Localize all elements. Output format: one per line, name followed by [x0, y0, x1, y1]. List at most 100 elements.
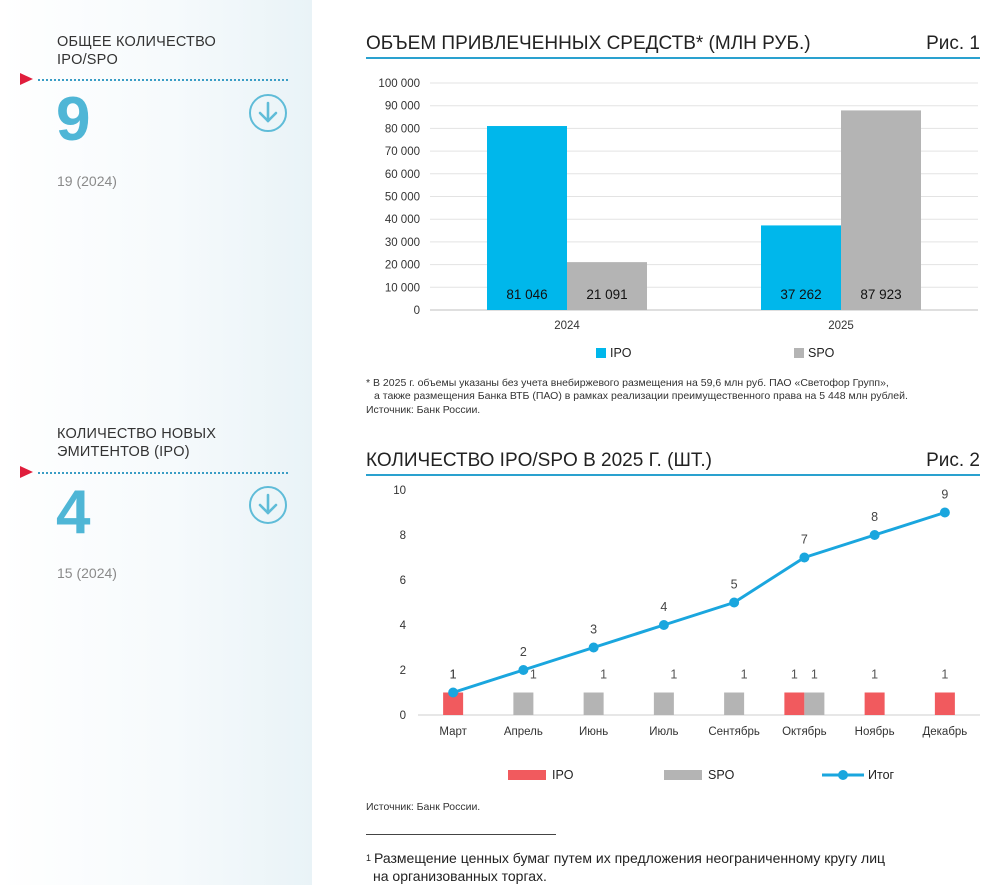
arrow-down-circle-icon [249, 94, 287, 132]
bar-ipo [487, 126, 567, 311]
legend-label: IPO [552, 768, 574, 782]
point-total [448, 687, 459, 698]
point-label: 3 [590, 623, 597, 637]
x-tick-label: Октябрь [782, 726, 827, 738]
kpi-title: ОБЩЕЕ КОЛИЧЕСТВО IPO/SPO [57, 34, 216, 68]
bar-data-label: 81 046 [506, 287, 547, 302]
sidebar: ОБЩЕЕ КОЛИЧЕСТВО IPO/SPO 9 19 (2024) КОЛ… [0, 0, 312, 885]
legend-label: SPO [708, 768, 735, 782]
bar-data-label: 37 262 [780, 287, 821, 302]
legend-swatch [794, 348, 804, 358]
bar-ipo [864, 692, 885, 715]
bar-data-label: 87 923 [860, 287, 901, 302]
y-tick-label: 0 [400, 710, 406, 722]
point-total [588, 642, 599, 653]
legend-swatch [508, 770, 546, 780]
bar-ipo [761, 225, 841, 310]
bar-data-label: 1 [941, 668, 948, 682]
bar-data-label: 21 091 [586, 287, 627, 302]
bar-spo [804, 692, 825, 715]
x-tick-label: 2024 [554, 320, 580, 332]
x-tick-label: 2025 [828, 320, 854, 332]
dotted-divider [38, 79, 288, 81]
point-total [518, 665, 529, 675]
y-tick-label: 70 000 [385, 146, 420, 158]
bar-data-label: 1 [530, 668, 537, 682]
bar-spo [653, 692, 674, 715]
line-total [452, 511, 946, 694]
point-label: 8 [871, 510, 878, 524]
point-total [869, 530, 880, 540]
point-label: 5 [731, 578, 738, 592]
point-total [799, 552, 810, 563]
y-tick-label: 20 000 [385, 260, 420, 272]
y-tick-label: 40 000 [385, 214, 420, 226]
bar-ipo [934, 692, 955, 715]
bar-data-label: 1 [871, 668, 878, 682]
marker-icon [20, 73, 33, 85]
x-tick-label: Апрель [504, 726, 543, 738]
bar-ipo [443, 692, 464, 715]
legend-label: IPO [610, 346, 632, 360]
y-tick-label: 30 000 [385, 237, 420, 249]
fig2-source: Источник: Банк России. [366, 801, 481, 813]
fig1-source: Источник: Банк России. [366, 404, 481, 416]
y-tick-label: 0 [414, 305, 420, 317]
x-tick-label: Ноябрь [855, 726, 895, 738]
bar-data-label: 1 [670, 668, 677, 682]
legend-swatch [664, 770, 702, 780]
marker-icon [20, 466, 33, 478]
bar-spo [841, 110, 921, 310]
y-tick-label: 6 [400, 575, 406, 587]
point-total [658, 620, 669, 630]
y-tick-label: 80 000 [385, 123, 420, 135]
y-tick-label: 90 000 [385, 101, 420, 113]
kpi-previous: 19 (2024) [57, 173, 117, 189]
point-label: 9 [941, 488, 948, 502]
chart-fig1: 0 10 000 20 000 30 000 40 000 50 000 60 000 70 … [378, 78, 978, 360]
bar-data-label: 1 [791, 668, 798, 682]
bar-spo [513, 692, 534, 715]
kpi-previous: 15 (2024) [57, 565, 117, 581]
point-label: 1 [450, 668, 457, 682]
legend-marker [838, 770, 848, 780]
fig2-header: КОЛИЧЕСТВО IPO/SPO В 2025 Г. (ШТ.) Рис. … [366, 450, 980, 476]
bar-data-label: 1 [450, 668, 457, 682]
footnote-divider [366, 834, 556, 835]
y-tick-label: 8 [400, 530, 406, 542]
fig1-number: Рис. 1 [926, 33, 980, 54]
y-tick-label: 60 000 [385, 169, 420, 181]
x-tick-label: Июль [649, 726, 678, 738]
bar-ipo [784, 692, 805, 715]
x-tick-label: Июнь [579, 726, 608, 738]
point-total [939, 507, 950, 518]
y-tick-label: 4 [400, 620, 407, 632]
footnote-marker: 1 [366, 853, 372, 863]
legend-label: Итог [868, 768, 895, 782]
y-tick-label: 10 [393, 485, 406, 497]
y-tick-label: 2 [400, 665, 406, 677]
fig1-note: * В 2025 г. объемы указаны без учета вне… [366, 377, 908, 402]
footnote: 1 Размещение ценных бумаг путем их предло… [366, 850, 886, 884]
x-tick-label: Декабрь [922, 726, 967, 738]
point-label: 4 [660, 600, 667, 614]
kpi-value: 9 [56, 85, 91, 154]
x-tick-label: Сентябрь [708, 726, 760, 738]
fig1-header: ОБЪЕМ ПРИВЛЕЧЕННЫХ СРЕДСТВ* (МЛН РУБ.) Р… [366, 33, 980, 59]
kpi-value: 4 [56, 478, 91, 547]
point-label: 2 [520, 645, 527, 659]
fig2-number: Рис. 2 [926, 450, 980, 471]
x-tick-label: Март [439, 726, 467, 738]
y-tick-label: 50 000 [385, 192, 420, 204]
bar-spo [724, 692, 745, 715]
kpi-title: КОЛИЧЕСТВО НОВЫХ ЭМИТЕНТОВ (IPO) [57, 426, 217, 460]
point-total [729, 597, 740, 608]
bar-spo [583, 692, 604, 715]
arrow-down-circle-icon [249, 486, 287, 524]
legend-swatch [596, 348, 606, 358]
bar-data-label: 1 [811, 668, 818, 682]
y-tick-label: 10 000 [385, 282, 420, 294]
point-label: 7 [801, 533, 808, 547]
bar-data-label: 1 [741, 668, 748, 682]
